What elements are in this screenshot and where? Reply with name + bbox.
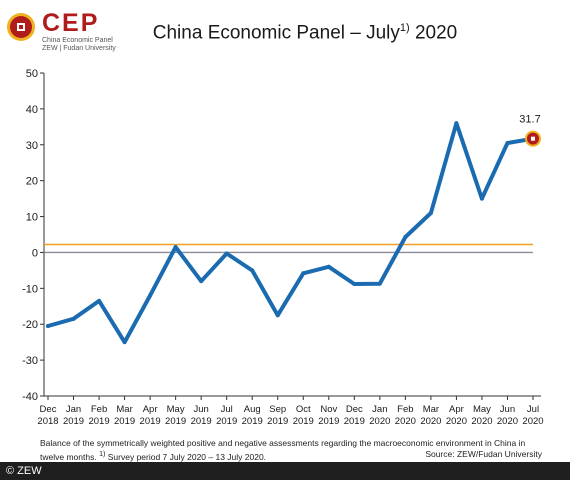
data-point <box>377 281 382 286</box>
footer-bar: © ZEW <box>0 462 570 480</box>
data-point <box>301 271 306 276</box>
data-point <box>122 340 127 345</box>
line-chart: -40-30-20-1001020304050Dec2018Jan2019Feb… <box>22 68 543 427</box>
chart-title-footnote-mark: 1) <box>399 22 410 34</box>
source-note: Source: ZEW/Fudan University <box>425 448 542 459</box>
cep-logo-icon <box>7 13 35 41</box>
chart-notes: Balance of the symmetrically weighted po… <box>40 438 550 462</box>
chart-title-year: 2020 <box>409 22 458 44</box>
x-tick-label-year: 2019 <box>267 416 288 427</box>
y-tick-label: 10 <box>26 212 38 224</box>
notes-footnote-mark: 1) <box>99 449 106 458</box>
x-tick-label-year: 2020 <box>395 416 416 427</box>
x-tick-label-month: Jan <box>66 404 81 415</box>
y-tick-label: -40 <box>22 391 38 403</box>
data-point <box>224 251 229 256</box>
x-tick-label-year: 2019 <box>114 416 135 427</box>
x-tick-label-month: Feb <box>91 404 107 415</box>
y-tick-label: -10 <box>22 283 38 295</box>
x-tick-label-year: 2019 <box>242 416 263 427</box>
chart-title-text: China Economic Panel – July <box>152 22 400 44</box>
x-tick-label-month: Feb <box>397 404 413 415</box>
x-tick-label-year: 2019 <box>140 416 161 427</box>
copyright-text: © ZEW <box>6 465 42 477</box>
x-tick-label-month: Oct <box>296 404 311 415</box>
x-tick-label-month: Jan <box>372 404 387 415</box>
data-label: 31.7 <box>519 114 540 126</box>
x-tick-label-month: Jul <box>527 404 539 415</box>
data-point <box>97 298 102 303</box>
y-tick-label: 30 <box>26 140 38 152</box>
x-tick-label-month: May <box>473 404 491 415</box>
x-tick-label-month: Dec <box>346 404 363 415</box>
x-tick-label-month: Jun <box>193 404 208 415</box>
x-tick-label-year: 2020 <box>471 416 492 427</box>
y-tick-label: 50 <box>26 68 38 80</box>
x-tick-label-year: 2019 <box>216 416 237 427</box>
data-point <box>479 196 484 201</box>
x-tick-label-month: Jul <box>221 404 233 415</box>
data-point <box>403 235 408 240</box>
data-point <box>199 279 204 284</box>
x-tick-label-year: 2019 <box>344 416 365 427</box>
x-tick-label-month: Jun <box>500 404 515 415</box>
x-tick-label-year: 2018 <box>37 416 58 427</box>
x-tick-label-year: 2019 <box>191 416 212 427</box>
notes-text: Balance of the symmetrically weighted po… <box>40 438 526 462</box>
chart-title: China Economic Panel – July1) 2020 <box>140 22 470 44</box>
x-tick-label-year: 2020 <box>522 416 543 427</box>
data-point <box>428 210 433 215</box>
series-line <box>46 121 535 345</box>
x-tick-label-month: Aug <box>244 404 261 415</box>
cep-logo: CEP China Economic Panel ZEW | Fudan Uni… <box>6 8 124 52</box>
data-point <box>275 313 280 318</box>
y-tick-label: 40 <box>26 104 38 116</box>
data-point <box>71 316 76 321</box>
data-point <box>505 140 510 145</box>
y-tick-label: 0 <box>32 247 38 259</box>
x-tick-label-year: 2020 <box>497 416 518 427</box>
notes-footnote: Survey period 7 July 2020 – 13 July 2020… <box>107 451 267 462</box>
highlight-marker-center <box>531 136 535 141</box>
x-tick-label-year: 2020 <box>420 416 441 427</box>
x-tick-label-month: Sep <box>269 404 286 415</box>
x-tick-label-month: Dec <box>40 404 57 415</box>
y-tick-label: 20 <box>26 176 38 188</box>
y-tick-label: -30 <box>22 355 38 367</box>
data-point <box>46 324 50 329</box>
y-tick-label: -20 <box>22 319 38 331</box>
logo-subtitle-1: China Economic Panel <box>42 37 113 44</box>
data-point <box>148 293 153 298</box>
x-tick-label-month: Nov <box>320 404 337 415</box>
data-point <box>352 282 357 287</box>
x-tick-label-year: 2020 <box>446 416 467 427</box>
data-point <box>454 121 459 126</box>
data-point <box>326 264 331 269</box>
x-tick-label-year: 2019 <box>165 416 186 427</box>
x-tick-label-year: 2019 <box>63 416 84 427</box>
x-tick-label-month: Apr <box>449 404 464 415</box>
x-tick-label-month: May <box>167 404 185 415</box>
x-tick-label-year: 2019 <box>88 416 109 427</box>
logo-text: CEP <box>42 9 100 37</box>
x-tick-label-year: 2020 <box>369 416 390 427</box>
data-point <box>250 268 255 273</box>
x-tick-label-year: 2019 <box>293 416 314 427</box>
x-tick-label-month: Apr <box>143 404 158 415</box>
x-tick-label-month: Mar <box>423 404 439 415</box>
x-tick-label-month: Mar <box>116 404 132 415</box>
x-tick-label-year: 2019 <box>318 416 339 427</box>
data-point <box>173 245 178 250</box>
logo-subtitle-2: ZEW | Fudan University <box>42 45 116 52</box>
